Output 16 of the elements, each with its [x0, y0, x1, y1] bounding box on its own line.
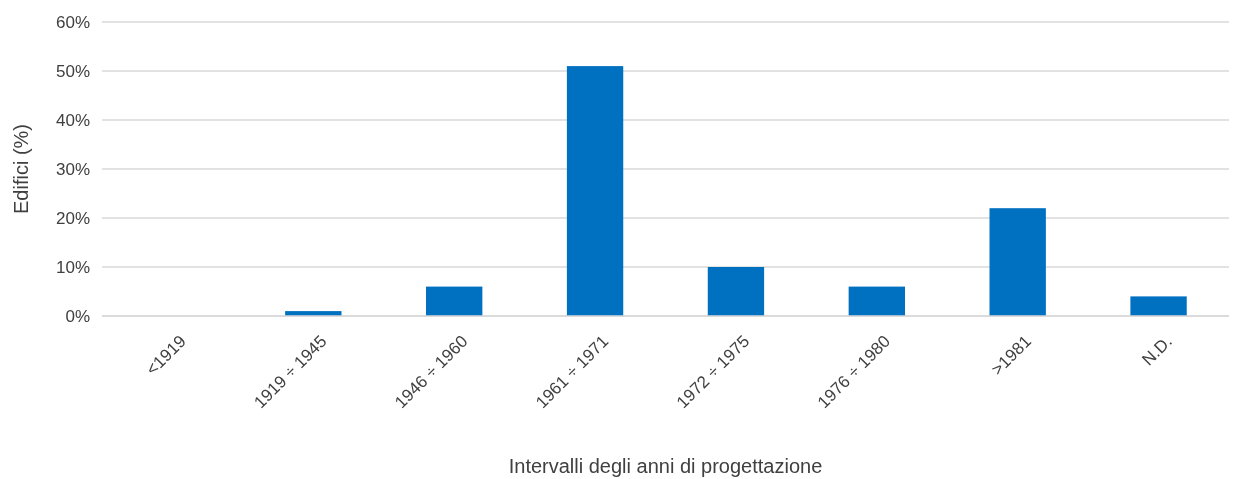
bar	[566, 66, 624, 316]
x-tick-label: N.D.	[1138, 331, 1176, 370]
bar	[426, 286, 483, 316]
bar	[848, 286, 905, 316]
y-tick-label: 10%	[55, 257, 90, 277]
bar	[1130, 296, 1187, 316]
x-axis-title: Intervalli degli anni di progettazione	[508, 455, 823, 477]
y-tick-label: 50%	[55, 61, 90, 81]
bar	[707, 267, 765, 316]
y-tick-label: 0%	[65, 306, 90, 326]
y-tick-label: 30%	[55, 159, 90, 179]
bar	[989, 208, 1046, 316]
y-tick-label: 40%	[55, 110, 90, 130]
y-tick-label: 60%	[55, 12, 90, 32]
y-axis-title: Edifici (%)	[10, 123, 32, 215]
y-tick-label: 20%	[55, 208, 90, 228]
